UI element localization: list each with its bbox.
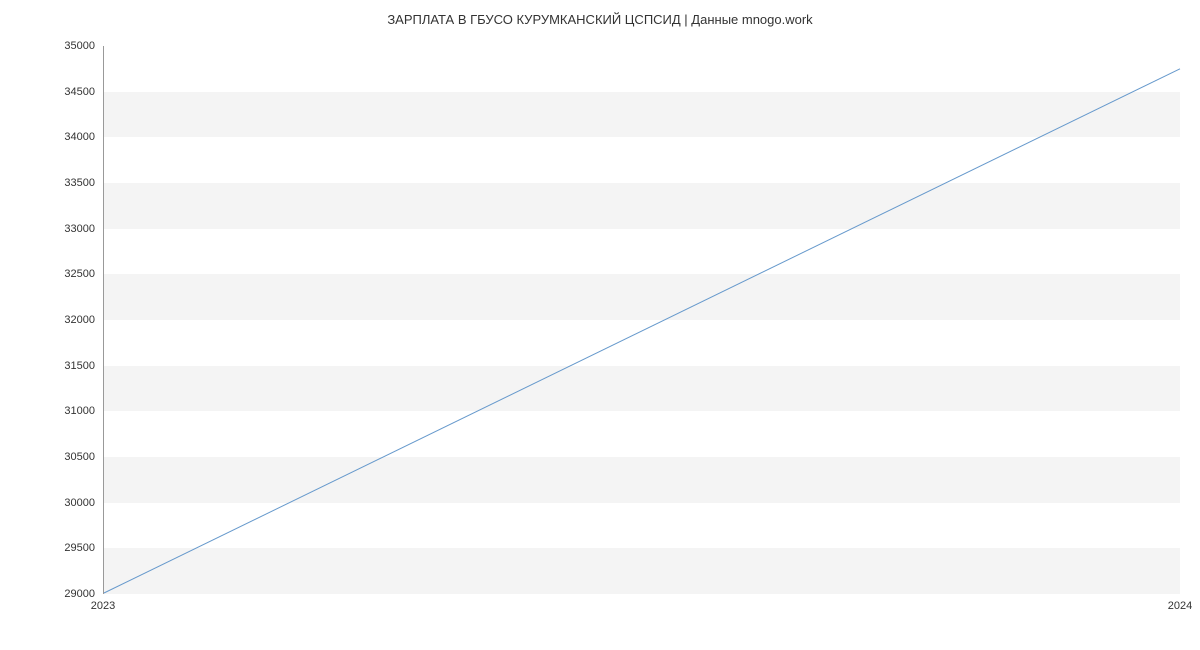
y-tick-label: 30000: [0, 497, 95, 509]
y-tick-label: 33500: [0, 177, 95, 189]
line-chart: ЗАРПЛАТА В ГБУСО КУРУМКАНСКИЙ ЦСПСИД | Д…: [0, 0, 1200, 650]
chart-title: ЗАРПЛАТА В ГБУСО КУРУМКАНСКИЙ ЦСПСИД | Д…: [0, 12, 1200, 27]
plot-area: [103, 46, 1180, 594]
x-tick-label: 2024: [1168, 600, 1192, 612]
y-tick-label: 35000: [0, 40, 95, 52]
y-tick-label: 31000: [0, 405, 95, 417]
y-tick-label: 29000: [0, 588, 95, 600]
x-tick-label: 2023: [91, 600, 115, 612]
series-salary: [104, 69, 1180, 593]
y-tick-label: 34500: [0, 86, 95, 98]
y-tick-label: 31500: [0, 360, 95, 372]
y-tick-label: 30500: [0, 451, 95, 463]
y-tick-label: 33000: [0, 223, 95, 235]
y-tick-label: 32000: [0, 314, 95, 326]
chart-svg: [104, 46, 1180, 593]
y-tick-label: 34000: [0, 131, 95, 143]
y-tick-label: 29500: [0, 542, 95, 554]
y-tick-label: 32500: [0, 268, 95, 280]
